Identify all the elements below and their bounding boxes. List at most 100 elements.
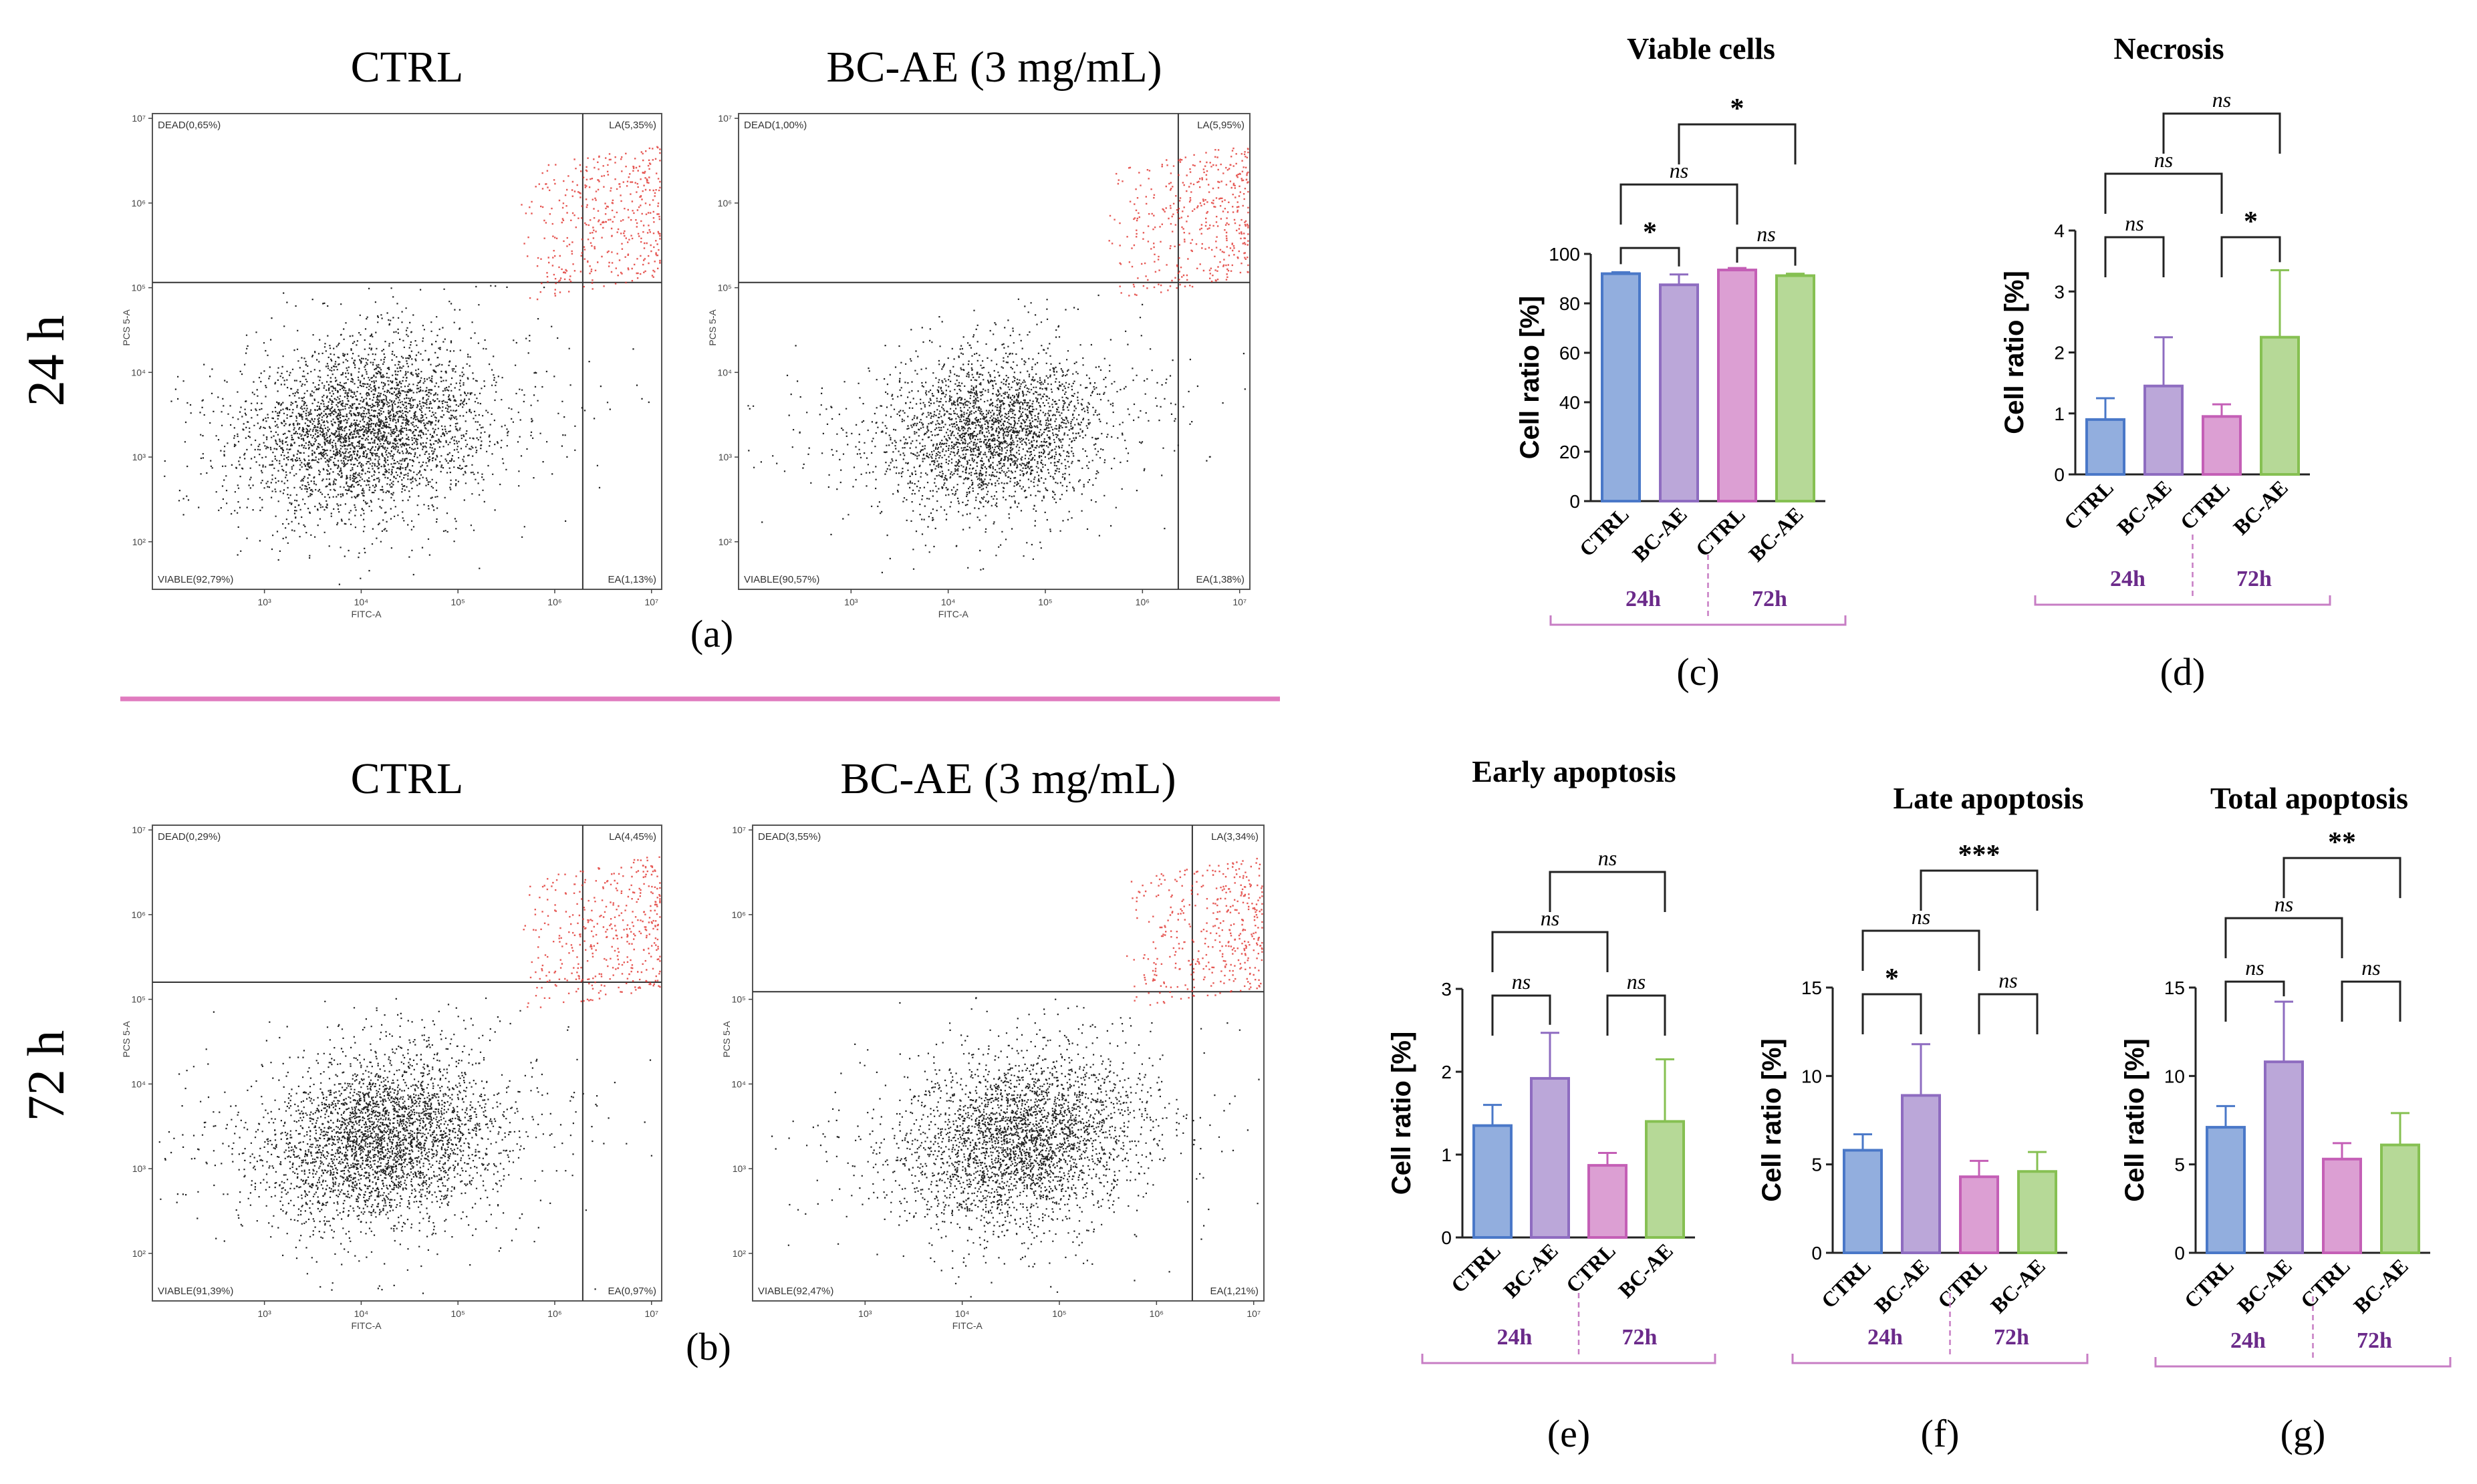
flow-plot-title: BC-AE (3 mg/mL) [840,754,1176,803]
category-label: CTRL [1691,502,1750,561]
flow-plot-72h-ctrl: CTRL DEAD(0,29%) LA(4,45%) VIABLE(91,39%) EA… [121,754,662,1331]
y-tick-label: 100 [1549,244,1580,265]
quadrant-label-dead: DEAD(1,00%) [744,120,807,131]
group-label-24h: 24h [2230,1328,2266,1353]
quadrant-label-la: LA(3,34%) [1211,831,1259,843]
flow-x-tick-label: 10⁴ [941,597,956,607]
flow-y-tick-label: 10⁶ [718,198,732,208]
y-tick-label: 3 [1441,979,1452,1000]
y-axis-label: Cell ratio [%] [2120,1038,2149,1201]
category-label: CTRL [1575,502,1634,561]
flow-plot-title: CTRL [351,43,464,92]
bar [2085,418,2125,476]
bar [1601,272,1641,502]
flow-x-tick-label: 10³ [258,597,272,607]
y-tick-label: 5 [2174,1155,2185,1175]
late-apoptosis-points [523,856,661,1008]
chart-title: Late apoptosis [1894,781,2084,815]
flow-x-tick-label: 10⁶ [547,597,561,607]
flow-x-tick-label: 10³ [258,1308,272,1319]
flow-y-tick-label: 10³ [132,1163,146,1174]
flow-plot-title: BC-AE (3 mg/mL) [826,43,1162,92]
flow-y-tick-label: 10⁵ [132,994,146,1005]
flow-x-tick-label: 10⁶ [1150,1308,1164,1319]
significance-label: * [1643,217,1657,248]
bar [1717,269,1757,502]
late-apoptosis-points [521,146,661,301]
flow-x-tick-label: 10³ [844,597,858,607]
bar [2380,1143,2420,1255]
group-label-72h: 72h [1622,1325,1658,1350]
category-label: BC-AE [2349,1253,2413,1318]
flow-x-tick-label: 10⁵ [1038,597,1052,607]
y-tick-label: 10 [1801,1066,1822,1086]
y-tick-label: 60 [1559,343,1580,363]
category-label: CTRL [1446,1238,1505,1297]
category-label: BC-AE [2232,1253,2297,1318]
flow-y-axis-label: PCS 5-A [721,1021,732,1058]
significance-bracket [2104,172,2223,214]
viable-cell-points [771,997,1260,1298]
flow-x-tick-label: 10⁴ [354,1308,369,1319]
flow-y-tick-label: 10⁴ [731,1078,746,1089]
flow-x-tick-label: 10³ [858,1308,872,1319]
category-label: BC-AE [1613,1238,1678,1302]
flow-x-axis-label: FITC-A [351,609,382,619]
group-label-72h: 72h [2357,1328,2392,1353]
flow-x-axis-label: FITC-A [938,609,969,619]
flow-y-tick-label: 10⁴ [717,367,732,378]
panel-letter-f: (f) [1921,1412,1960,1455]
flow-x-tick-label: 10⁷ [1247,1308,1261,1319]
bar [1775,274,1815,502]
panel-letter-g: (g) [2280,1412,2326,1455]
significance-bracket [1678,123,1797,165]
y-tick-label: 15 [2164,978,2185,998]
group-bracket [1421,1354,1716,1364]
flow-y-tick-label: 10² [733,1248,747,1259]
quadrant-label-viable: VIABLE(91,39%) [158,1286,233,1297]
significance-bracket [1549,871,1666,912]
bar [1959,1175,1999,1255]
flow-x-tick-label: 10⁵ [451,597,465,607]
flow-y-tick-label: 10⁷ [732,825,746,835]
category-label: CTRL [2296,1253,2355,1312]
row-label-24h: 24 h [17,315,75,407]
significance-bracket [2162,112,2281,154]
quadrant-label-viable: VIABLE(92,79%) [158,574,233,585]
flow-x-tick-label: 10⁵ [1052,1308,1066,1319]
quadrant-label-dead: DEAD(0,29%) [158,831,221,843]
quadrant-label-dead: DEAD(0,65%) [158,120,221,131]
y-tick-label: 20 [1559,442,1580,462]
y-axis-label: Cell ratio [%] [1757,1038,1787,1201]
category-label: BC-AE [1869,1253,1934,1318]
bar [1901,1094,1941,1254]
y-tick-label: 3 [2054,281,2065,302]
flow-x-axis-label: FITC-A [351,1320,382,1331]
viable-cell-points [158,997,652,1294]
category-label: CTRL [2059,475,2118,534]
bar [2264,1060,2304,1255]
category-label: CTRL [2176,475,2234,534]
chart-title: Early apoptosis [1472,754,1676,788]
group-bracket [1791,1354,2089,1364]
y-tick-label: 0 [2054,464,2065,485]
category-label: CTRL [2180,1253,2238,1312]
group-bracket [2154,1357,2452,1368]
significance-label: ns [1512,970,1531,994]
y-tick-label: 1 [1441,1145,1452,1165]
y-tick-label: 2 [1441,1062,1452,1082]
flow-y-tick-label: 10⁶ [132,198,146,208]
flow-y-tick-label: 10² [719,537,733,547]
y-axis-label: Cell ratio [%] [2000,271,2029,434]
category-label: BC-AE [1627,502,1692,566]
bar [1472,1124,1513,1239]
y-tick-label: 10 [2164,1066,2185,1086]
viable-cell-points [747,294,1246,573]
viable-cell-points [164,285,650,585]
flow-y-tick-label: 10⁵ [132,283,146,293]
significance-label: * [1730,94,1744,124]
flow-x-tick-label: 10⁷ [1232,597,1247,607]
